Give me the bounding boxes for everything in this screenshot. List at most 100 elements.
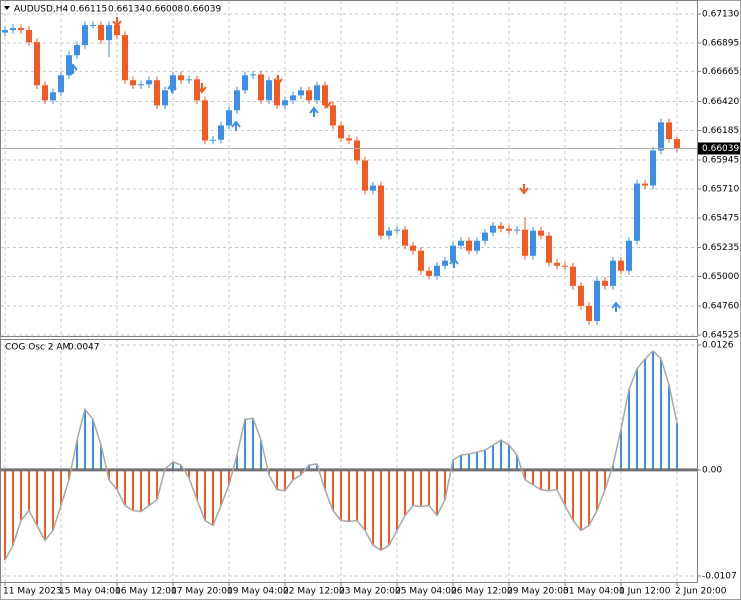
candle-body xyxy=(474,240,480,251)
histogram-bar xyxy=(420,469,422,507)
candle-body xyxy=(658,122,664,151)
y-tick-label: 0.65235 xyxy=(702,243,739,253)
x-tick-label: 29 May 20:00 xyxy=(507,587,569,597)
candle-body xyxy=(26,30,32,43)
candle-body xyxy=(514,229,520,231)
histogram-bar xyxy=(236,455,238,470)
candle-body xyxy=(506,228,512,231)
histogram-bar xyxy=(580,469,582,531)
histogram-bar xyxy=(188,469,190,478)
x-tick-label: 19 May 04:00 xyxy=(227,587,289,597)
histogram-bar xyxy=(412,469,414,506)
menu-triangle[interactable] xyxy=(4,6,10,10)
histogram-bar xyxy=(316,463,318,470)
candle-body xyxy=(330,105,336,126)
candle-body xyxy=(162,90,168,106)
candle-body xyxy=(586,305,592,321)
price-panel xyxy=(0,0,698,337)
candle-body xyxy=(90,25,96,27)
histogram-bar xyxy=(20,469,22,521)
candle-body xyxy=(258,74,264,101)
open-value: 0.66115 xyxy=(70,5,107,15)
x-tick-label: 16 May 12:00 xyxy=(115,587,177,597)
x-tick-label: 1 Jun 12:00 xyxy=(619,587,671,597)
histogram-bar xyxy=(500,440,502,470)
candle-body xyxy=(402,229,408,246)
candle-body xyxy=(178,75,184,81)
x-tick-label: 22 May 12:00 xyxy=(283,587,345,597)
down-arrow xyxy=(519,184,529,195)
histogram-bar xyxy=(604,469,606,490)
candle-body xyxy=(74,45,80,56)
histogram-bar xyxy=(532,469,534,485)
histogram-bar xyxy=(212,469,214,526)
histogram-bar xyxy=(660,358,662,470)
x-tick-label: 23 May 20:00 xyxy=(339,587,401,597)
close-value: 0.66039 xyxy=(184,5,221,15)
candle-body xyxy=(594,280,600,321)
candle-body xyxy=(194,79,200,101)
histogram-bar xyxy=(300,469,302,475)
histogram-bar xyxy=(60,469,62,506)
y-tick-label: 0.64760 xyxy=(702,302,739,312)
histogram-bar xyxy=(396,469,398,531)
candle-body xyxy=(322,85,328,106)
candle-body xyxy=(490,225,496,233)
y-tick-label: 0.00 xyxy=(702,465,722,475)
histogram-bar xyxy=(180,464,182,470)
candle-body xyxy=(306,90,312,101)
histogram-bar xyxy=(508,445,510,470)
x-tick-label: 15 May 04:00 xyxy=(59,587,121,597)
candle-body xyxy=(106,25,112,41)
candle-body xyxy=(170,75,176,91)
candle-body xyxy=(554,262,560,266)
candle-body xyxy=(2,30,8,33)
candle-body xyxy=(482,232,488,241)
candle-body xyxy=(138,84,144,86)
histogram-bar xyxy=(460,455,462,470)
histogram-bar xyxy=(4,469,6,561)
candle-body xyxy=(114,25,120,36)
oscillator-panel xyxy=(0,339,698,583)
oscillator-line xyxy=(4,349,678,561)
histogram-bar xyxy=(292,469,294,480)
histogram-bar xyxy=(524,469,526,480)
x-tick-label: 17 May 20:00 xyxy=(171,587,233,597)
y-tick-label: 0.0126 xyxy=(702,340,734,350)
candle-body xyxy=(666,122,672,140)
candle-body xyxy=(570,266,576,286)
histogram-bar xyxy=(556,469,558,490)
histogram-bar xyxy=(588,469,590,526)
candle-body xyxy=(434,265,440,276)
y-tick-label: 0.64525 xyxy=(702,331,739,341)
y-tick-label: 0.65475 xyxy=(702,213,739,223)
histogram-bar xyxy=(516,455,518,470)
candle-body xyxy=(210,139,216,141)
candle-body xyxy=(642,183,648,186)
candle-body xyxy=(450,245,456,261)
histogram-bar xyxy=(324,469,326,490)
histogram-bar xyxy=(364,469,366,531)
candle-body xyxy=(458,240,464,246)
histogram-bar xyxy=(28,469,30,511)
histogram-bar xyxy=(108,469,110,480)
histogram-bar xyxy=(428,469,430,506)
candle-body xyxy=(378,185,384,236)
histogram-bar xyxy=(92,419,94,470)
histogram-bar xyxy=(644,358,646,470)
candle-body xyxy=(50,92,56,101)
candle-body xyxy=(98,25,104,41)
candle-body xyxy=(522,229,528,256)
up-arrow xyxy=(309,106,319,117)
candle-body xyxy=(410,245,416,251)
candle-body xyxy=(466,240,472,251)
candle-body xyxy=(186,79,192,81)
histogram-bar xyxy=(444,469,446,500)
candle-body xyxy=(602,280,608,286)
x-tick-label: 31 May 04:00 xyxy=(563,587,625,597)
histogram-bar xyxy=(148,469,150,506)
histogram-bar xyxy=(52,469,54,531)
histogram-bar xyxy=(252,418,254,470)
candle-body xyxy=(634,183,640,241)
